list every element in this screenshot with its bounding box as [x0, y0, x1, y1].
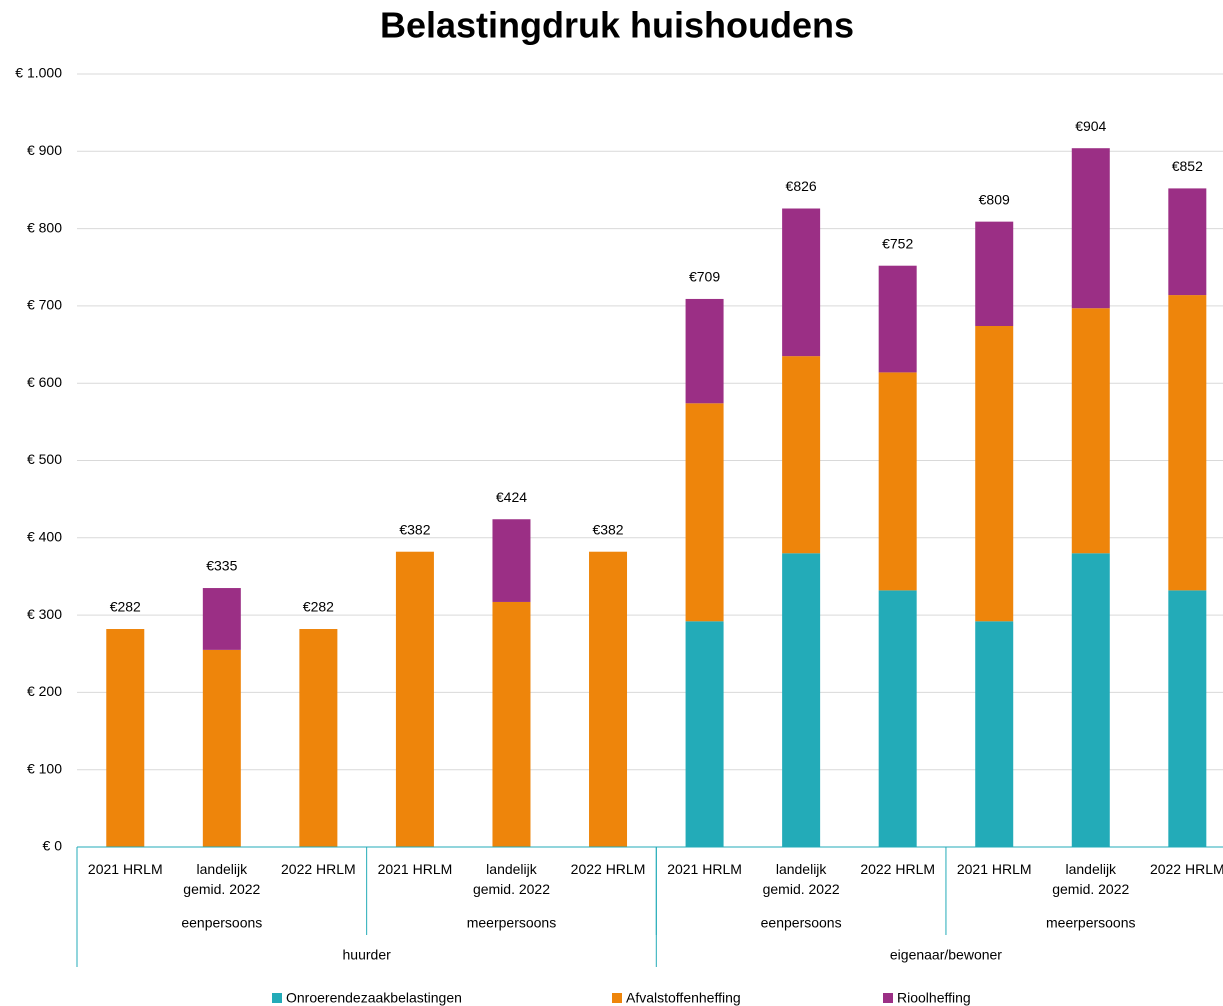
bar-segment	[1168, 590, 1207, 847]
y-tick-label: € 500	[27, 451, 62, 467]
bar-segment	[782, 208, 821, 357]
group-label: meerpersoons	[1046, 915, 1136, 931]
bar-segment	[878, 372, 917, 591]
total-label: €335	[206, 558, 237, 574]
x-tick-label: 2022 HRLM	[281, 861, 356, 877]
bar-segment	[685, 621, 724, 847]
bar-segment	[685, 298, 724, 404]
x-tick-label: 2022 HRLM	[860, 861, 936, 877]
legend-swatch	[883, 993, 893, 1003]
group-label: meerpersoons	[467, 915, 557, 931]
y-tick-label: € 700	[27, 297, 62, 313]
bar-segment	[878, 265, 917, 373]
total-label: €382	[592, 521, 623, 537]
group-label: eenpersoons	[761, 915, 842, 931]
bar-segment	[782, 553, 821, 847]
total-label: €709	[689, 269, 720, 285]
bar-segment	[202, 588, 241, 650]
bar-segment	[589, 551, 628, 847]
legend-label: Onroerendezaakbelastingen	[286, 990, 462, 1006]
x-tick-label: 2022 HRLM	[1149, 861, 1223, 877]
bar-segment	[492, 519, 531, 602]
legend-label: Afvalstoffenheffing	[626, 990, 741, 1006]
bar-segment	[1071, 148, 1110, 309]
total-label: €852	[1172, 158, 1203, 174]
y-tick-label: € 1.000	[15, 65, 62, 81]
x-tick-label: 2021 HRLM	[377, 861, 453, 877]
y-tick-label: € 600	[27, 374, 62, 390]
legend-swatch	[612, 993, 622, 1003]
total-label: €382	[399, 521, 430, 537]
bar-segment	[975, 621, 1014, 847]
x-tick-label: landelijk gemid. 2022	[183, 861, 261, 897]
x-tick-label: 2022 HRLM	[570, 861, 646, 877]
x-tick-label: 2021 HRLM	[956, 861, 1032, 877]
y-tick-label: € 400	[27, 529, 62, 545]
x-tick-label: landelijk gemid. 2022	[472, 861, 550, 897]
legend-swatch	[272, 993, 282, 1003]
total-label: €752	[882, 235, 913, 251]
supergroup-label: huurder	[343, 947, 392, 963]
total-label: €424	[496, 489, 527, 505]
y-tick-label: € 100	[27, 760, 62, 776]
y-tick-label: € 300	[27, 606, 62, 622]
bar-segment	[492, 601, 531, 847]
bar-segment	[975, 325, 1014, 622]
y-tick-label: € 800	[27, 219, 62, 235]
y-tick-label: € 200	[27, 683, 62, 699]
bar-segment	[1168, 295, 1207, 591]
bar-segment	[1071, 308, 1110, 554]
bar-segment	[975, 221, 1014, 326]
total-label: €282	[110, 599, 141, 615]
supergroup-label: eigenaar/bewoner	[890, 947, 1002, 963]
total-label: €282	[303, 599, 334, 615]
bar-segment	[202, 649, 241, 847]
bar-segment	[395, 551, 434, 847]
x-tick-label: landelijk gemid. 2022	[762, 861, 840, 897]
legend-label: Rioolheffing	[897, 990, 971, 1006]
y-tick-label: € 0	[43, 838, 63, 854]
chart-title: Belastingdruk huishoudens	[380, 5, 854, 46]
bar-segment	[106, 629, 145, 847]
y-tick-label: € 900	[27, 142, 62, 158]
x-tick-label: 2021 HRLM	[87, 861, 163, 877]
total-label: €904	[1075, 118, 1106, 134]
group-label: eenpersoons	[181, 915, 262, 931]
x-tick-label: landelijk gemid. 2022	[1052, 861, 1130, 897]
bar-segment	[878, 590, 917, 847]
bar-segment	[1071, 553, 1110, 847]
bar-segment	[299, 629, 338, 847]
total-label: €826	[786, 178, 817, 194]
total-label: €809	[979, 191, 1010, 207]
bar-segment	[782, 356, 821, 554]
bar-segment	[685, 403, 724, 622]
x-tick-label: 2021 HRLM	[667, 861, 742, 877]
bar-segment	[1168, 188, 1207, 296]
